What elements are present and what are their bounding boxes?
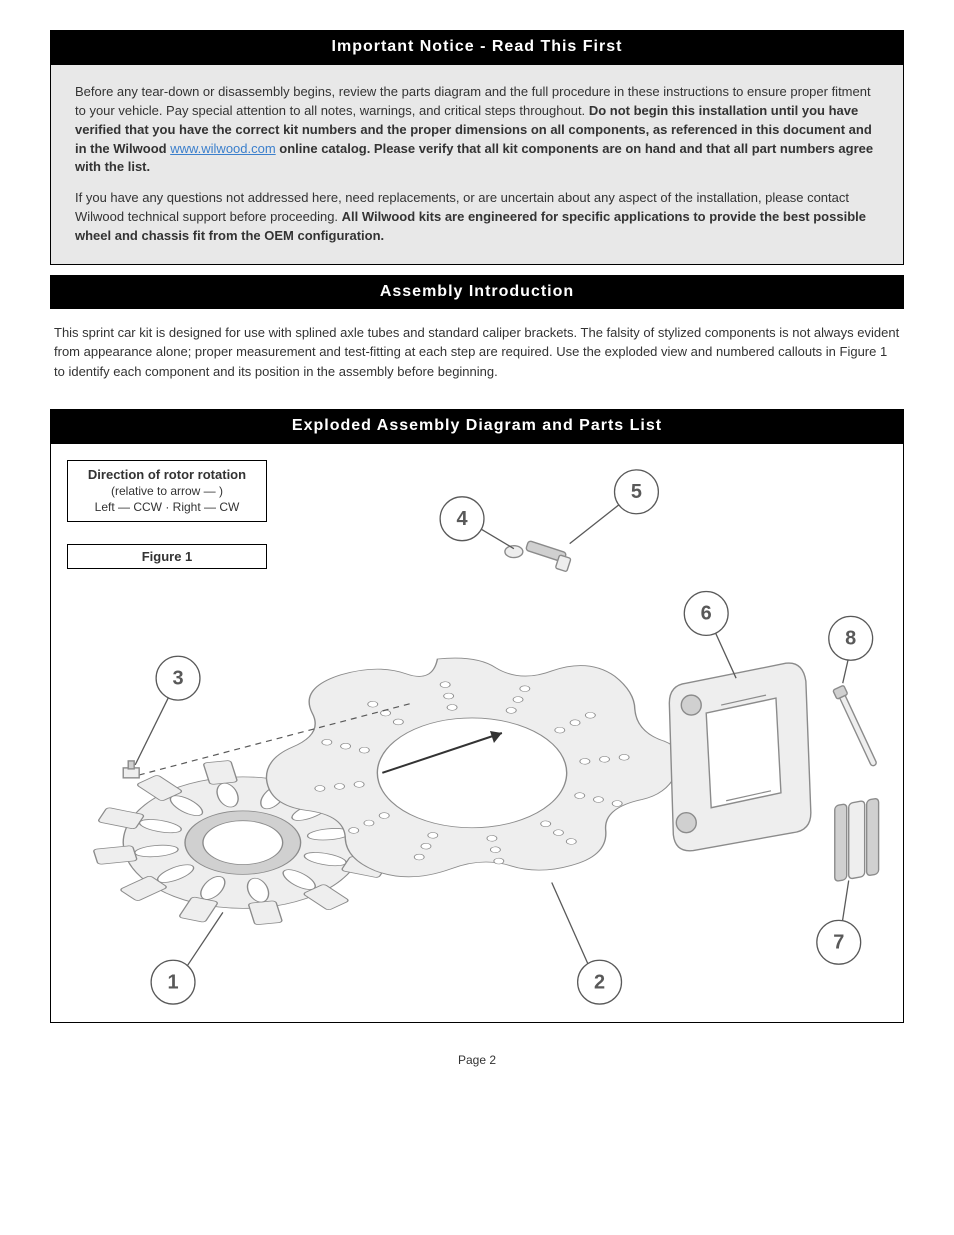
svg-text:2: 2 bbox=[594, 972, 605, 994]
svg-text:5: 5 bbox=[631, 481, 642, 503]
intro-paragraph: This sprint car kit is designed for use … bbox=[50, 309, 904, 400]
page-number: Page 2 bbox=[50, 1053, 904, 1067]
brake-pads bbox=[835, 798, 879, 881]
callout-6: 6 bbox=[684, 592, 736, 679]
svg-text:6: 6 bbox=[701, 603, 712, 625]
svg-text:7: 7 bbox=[833, 932, 844, 954]
section-bar-intro: Assembly Introduction bbox=[50, 275, 904, 309]
callout-5: 5 bbox=[570, 470, 659, 544]
bolt-and-washer bbox=[505, 541, 571, 572]
svg-text:8: 8 bbox=[845, 628, 856, 650]
caliper bbox=[669, 663, 811, 851]
exploded-diagram-svg: 4 5 3 1 2 6 bbox=[51, 444, 903, 1022]
t-nut bbox=[123, 761, 139, 778]
callout-7: 7 bbox=[817, 881, 861, 965]
callout-2: 2 bbox=[552, 883, 622, 1005]
section-bar-notice: Important Notice - Read This First bbox=[50, 30, 904, 64]
svg-text:1: 1 bbox=[168, 972, 179, 994]
callout-3: 3 bbox=[135, 657, 200, 766]
exploded-diagram-frame: Direction of rotor rotation (relative to… bbox=[50, 443, 904, 1023]
callout-4: 4 bbox=[440, 497, 514, 549]
svg-text:3: 3 bbox=[172, 668, 183, 690]
svg-text:4: 4 bbox=[457, 508, 468, 530]
wilwood-link[interactable]: www.wilwood.com bbox=[170, 141, 275, 156]
important-notice-box: Before any tear-down or disassembly begi… bbox=[50, 64, 904, 265]
section-bar-diagram: Exploded Assembly Diagram and Parts List bbox=[50, 409, 904, 443]
retainer-pin bbox=[833, 685, 880, 768]
notice-paragraph-1: Before any tear-down or disassembly begi… bbox=[75, 83, 879, 177]
callout-8: 8 bbox=[829, 617, 873, 684]
notice-paragraph-2: If you have any questions not addressed … bbox=[75, 189, 879, 246]
callout-1: 1 bbox=[151, 913, 223, 1005]
